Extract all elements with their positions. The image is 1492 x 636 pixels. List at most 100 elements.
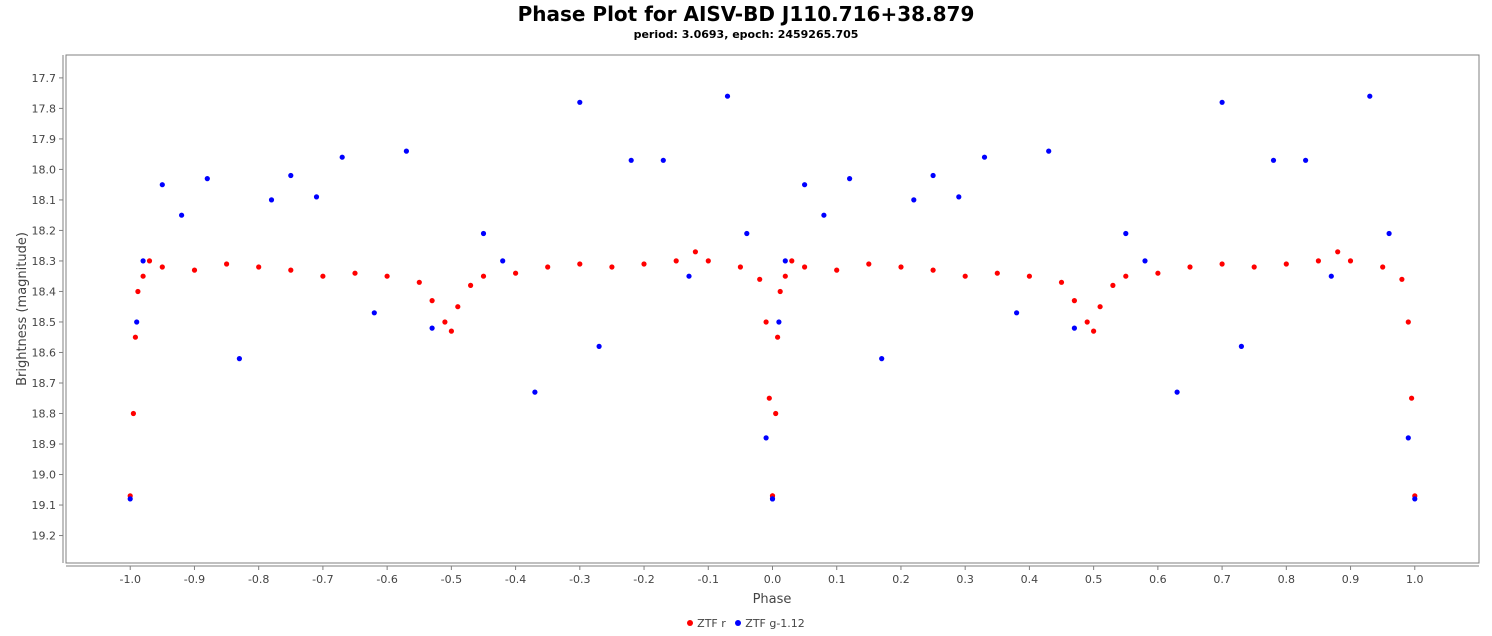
x-tick-label: -0.6: [376, 573, 397, 586]
data-point-ztf-g: [769, 496, 776, 502]
data-point-ztf-r: [1058, 279, 1065, 285]
data-point-ztf-r: [132, 334, 138, 340]
x-ticks: -1.0 -0.9 -0.8 -0.7 -0.6 -0.5 -0.4 -0.3 -0.2 -0.1…: [119, 566, 1424, 586]
y-tick-label: 18.5: [32, 316, 57, 329]
y-tick-label: 18.8: [32, 407, 57, 420]
data-point-ztf-r: [224, 261, 230, 267]
data-point-ztf-r: [737, 264, 744, 270]
y-tick-label: 19.0: [32, 469, 57, 482]
data-point-ztf-g: [1174, 389, 1180, 395]
data-point-ztf-g: [577, 99, 583, 105]
x-tick-label: 0.6: [1149, 573, 1167, 586]
data-point-ztf-r: [416, 279, 422, 285]
y-tick-label: 19.1: [32, 499, 57, 512]
y-tick-label: 17.7: [32, 72, 57, 85]
x-tick-label: -1.0: [119, 573, 140, 586]
x-tick-label: 0.5: [1085, 573, 1103, 586]
x-axis-label: Phase: [753, 592, 792, 607]
data-point-ztf-r: [1155, 270, 1161, 276]
y-ticks: 17.7 17.8 17.9 18.0 18.1 18.2 18.3 18.4 18.5 18.6…: [32, 72, 63, 543]
data-point-ztf-r: [609, 264, 615, 270]
x-tick-label: 0.8: [1278, 573, 1296, 586]
data-point-ztf-r: [782, 273, 788, 279]
data-point-ztf-r: [1283, 261, 1289, 267]
x-tick-label: 0.1: [828, 573, 846, 586]
data-point-ztf-g: [204, 176, 210, 182]
data-point-ztf-g: [1238, 343, 1244, 349]
data-point-ztf-g: [1303, 157, 1309, 163]
data-point-ztf-g: [480, 230, 487, 237]
x-tick-label: 0.7: [1213, 573, 1231, 586]
plot-area: [65, 54, 1480, 564]
data-point-ztf-r: [1084, 319, 1090, 325]
data-point-ztf-r: [191, 267, 198, 273]
data-point-ztf-r: [545, 264, 551, 270]
x-tick-label: -0.1: [698, 573, 719, 586]
data-point-ztf-r: [962, 273, 968, 279]
data-point-ztf-g: [930, 172, 936, 179]
data-point-ztf-g: [532, 389, 538, 395]
x-tick-label: -0.5: [441, 573, 462, 586]
y-tick-label: 17.9: [32, 133, 57, 146]
legend-marker-ztf-r: [687, 620, 694, 626]
legend-label-ztf-g: ZTF g-1.12: [745, 617, 805, 630]
data-point-ztf-r: [1409, 395, 1415, 401]
chart-title: Phase Plot for AISV-BD J110.716+38.879: [517, 2, 975, 26]
data-point-ztf-g: [744, 230, 750, 237]
y-tick-label: 18.4: [32, 285, 57, 298]
data-point-ztf-g: [847, 176, 853, 182]
data-point-ztf-r: [777, 288, 783, 295]
data-point-ztf-g: [956, 194, 962, 200]
data-point-ztf-g: [1270, 157, 1277, 163]
data-point-ztf-g: [1328, 273, 1334, 279]
x-tick-label: -0.9: [184, 573, 205, 586]
data-point-ztf-r: [802, 264, 808, 270]
data-point-ztf-r: [757, 276, 763, 282]
data-point-ztf-r: [866, 261, 872, 267]
data-point-ztf-r: [135, 288, 141, 295]
data-point-ztf-r: [673, 258, 679, 264]
x-tick-label: -0.4: [505, 573, 526, 586]
legend-label-ztf-r: ZTF r: [697, 617, 726, 630]
data-point-ztf-r: [1219, 261, 1225, 267]
x-tick-label: 0.2: [892, 573, 910, 586]
series-ztf-r: [127, 249, 1418, 499]
x-tick-label: 0.3: [956, 573, 974, 586]
data-point-ztf-g: [782, 258, 788, 264]
data-point-ztf-g: [371, 310, 377, 316]
data-point-ztf-r: [1097, 304, 1103, 310]
data-point-ztf-r: [448, 328, 454, 334]
data-point-ztf-r: [288, 267, 294, 273]
data-point-ztf-r: [834, 267, 840, 273]
data-point-ztf-g: [660, 157, 666, 163]
y-tick-label: 18.2: [32, 224, 57, 237]
data-point-ztf-g: [1219, 99, 1225, 105]
x-tick-label: 1.0: [1406, 573, 1424, 586]
data-point-ztf-g: [127, 496, 133, 502]
data-point-ztf-g: [339, 154, 345, 160]
legend-marker-ztf-g: [735, 620, 742, 626]
data-point-ztf-g: [403, 148, 409, 154]
data-point-ztf-r: [1405, 319, 1411, 325]
data-point-ztf-r: [1251, 264, 1257, 270]
data-point-ztf-g: [1014, 310, 1020, 316]
data-point-ztf-r: [384, 273, 390, 279]
y-axis-label: Brightness (magnitude): [15, 232, 30, 386]
data-point-ztf-r: [146, 258, 153, 264]
y-tick-label: 18.7: [32, 377, 57, 390]
data-point-ztf-g: [879, 356, 885, 362]
data-point-ztf-r: [1110, 282, 1116, 288]
data-point-ztf-g: [236, 356, 242, 362]
x-tick-label: -0.8: [248, 573, 269, 586]
x-tick-label: -0.7: [312, 573, 333, 586]
x-tick-label: -0.3: [569, 573, 590, 586]
x-tick-label: 0.4: [1021, 573, 1039, 586]
data-point-ztf-g: [1405, 435, 1411, 441]
data-point-ztf-r: [994, 270, 1000, 276]
data-point-ztf-r: [1399, 276, 1405, 282]
data-point-ztf-r: [1315, 258, 1321, 264]
data-point-ztf-g: [596, 343, 602, 349]
data-point-ztf-g: [313, 194, 320, 200]
data-point-ztf-r: [1380, 264, 1386, 270]
data-point-ztf-r: [513, 270, 519, 276]
